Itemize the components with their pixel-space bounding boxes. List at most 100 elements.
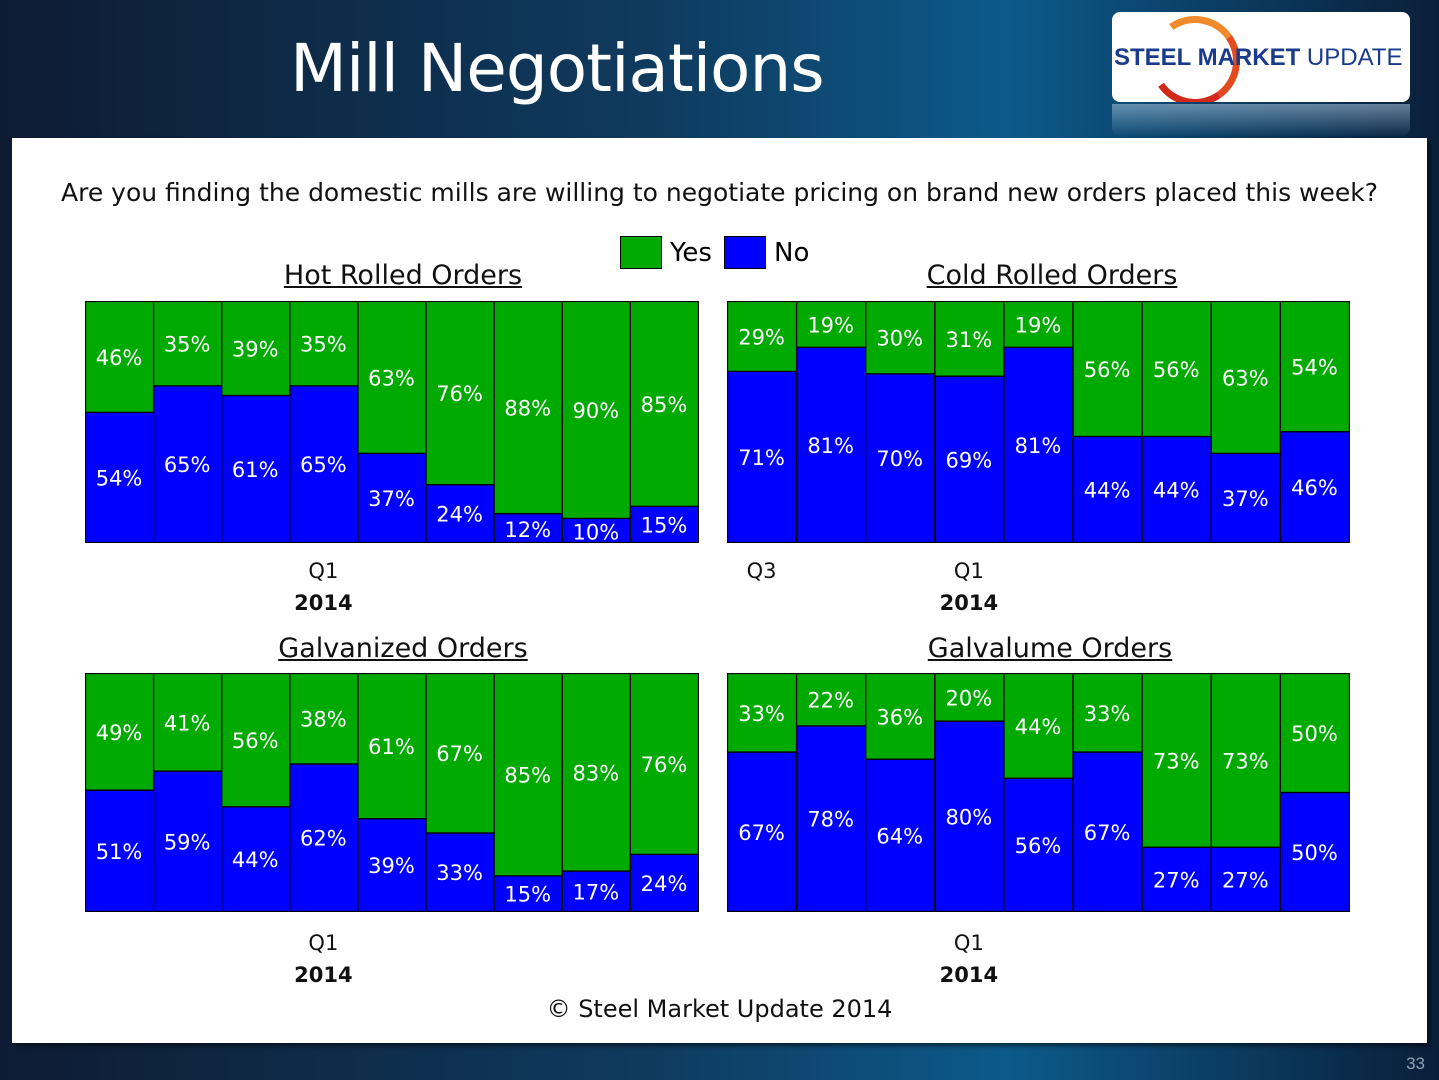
data-label-no-1: 78% [807, 808, 854, 832]
legend-no-swatch [724, 236, 766, 269]
bar-no-7 [561, 517, 632, 543]
data-label-yes-6: 56% [1153, 358, 1200, 382]
data-label-no-5: 44% [1084, 478, 1131, 502]
legend-no-label: No [774, 237, 810, 268]
data-label-yes-2: 56% [232, 729, 279, 753]
data-label-no-4: 37% [368, 487, 415, 511]
category-label: Q1 [308, 559, 339, 583]
data-label-no-2: 70% [876, 447, 923, 471]
bar-no-3 [934, 375, 1005, 543]
data-label-yes-6: 73% [1153, 749, 1200, 773]
data-label-yes-3: 35% [300, 333, 347, 357]
legend-yes: Yes [620, 236, 712, 269]
data-label-yes-1: 35% [164, 333, 211, 357]
galvalume-orders-title: Galvalume Orders [927, 633, 1173, 664]
data-label-yes-7: 73% [1222, 749, 1269, 773]
data-label-no-0: 71% [738, 446, 785, 470]
data-label-no-6: 15% [504, 883, 551, 907]
bar-no-5 [1072, 751, 1143, 912]
data-label-yes-1: 41% [164, 711, 211, 735]
data-label-no-7: 37% [1222, 487, 1269, 511]
bar-yes-0 [85, 673, 155, 791]
bar-no-2 [865, 758, 936, 912]
bar-no-3 [934, 720, 1005, 912]
data-label-yes-8: 76% [641, 753, 688, 777]
data-label-yes-4: 19% [1015, 313, 1062, 337]
data-label-yes-5: 67% [436, 742, 483, 766]
bar-yes-6 [1141, 673, 1212, 848]
bar-no-0 [727, 751, 798, 912]
data-label-no-4: 81% [1015, 434, 1062, 458]
bar-no-8 [1279, 791, 1350, 912]
bar-yes-2 [865, 673, 936, 760]
hot-rolled-orders-chart: 54% 46% 65% 35% 61% 39% 65% 35% 37% 63% 24% 76% 12% 8… [85, 301, 699, 543]
bar-yes-2 [221, 673, 291, 808]
logo-text-light: UPDATE [1306, 44, 1403, 71]
bar-yes-2 [221, 301, 291, 397]
data-label-no-6: 12% [504, 518, 551, 542]
data-label-yes-7: 63% [1222, 366, 1269, 390]
data-label-yes-0: 33% [738, 702, 785, 726]
data-label-no-7: 10% [572, 520, 619, 543]
galvanized-orders-title: Galvanized Orders [278, 633, 528, 664]
copyright: © Steel Market Update 2014 [546, 995, 893, 1023]
data-label-yes-5: 76% [436, 382, 483, 406]
bar-no-1 [152, 770, 223, 912]
data-label-yes-4: 61% [368, 735, 415, 759]
bar-yes-3 [934, 301, 1005, 377]
bar-yes-6 [493, 673, 563, 877]
bar-yes-8 [629, 301, 699, 508]
category-label: Q1 [953, 931, 984, 955]
data-label-yes-0: 49% [96, 721, 143, 745]
data-label-no-8: 24% [641, 872, 688, 896]
data-label-no-5: 67% [1084, 821, 1131, 845]
bar-yes-6 [493, 301, 563, 515]
bar-yes-8 [629, 673, 699, 856]
bar-yes-1 [152, 301, 223, 387]
data-label-yes-2: 30% [876, 327, 923, 351]
bar-no-5 [425, 484, 495, 543]
data-label-yes-5: 56% [1084, 358, 1131, 382]
year-label: 2014 [939, 591, 999, 615]
data-label-no-5: 33% [436, 861, 483, 885]
data-label-yes-8: 54% [1291, 356, 1338, 380]
data-label-no-8: 46% [1291, 476, 1338, 500]
bar-yes-5 [425, 673, 495, 834]
bar-yes-3 [289, 301, 359, 387]
data-label-no-4: 39% [368, 854, 415, 878]
data-label-no-0: 54% [96, 466, 143, 490]
year-label: 2014 [294, 963, 353, 987]
bar-no-0 [85, 411, 155, 543]
steel-market-update-logo: STEEL MARKET UPDATE [1112, 12, 1410, 102]
cold-rolled-orders-title: Cold Rolled Orders [926, 260, 1178, 291]
survey-question: Are you finding the domestic mills are w… [60, 178, 1379, 207]
data-label-no-8: 50% [1291, 841, 1338, 865]
bar-no-6 [1141, 846, 1212, 912]
bar-yes-4 [357, 673, 427, 820]
bar-no-5 [425, 832, 495, 912]
bar-no-7 [1210, 846, 1282, 912]
data-label-no-2: 44% [232, 848, 279, 872]
bar-yes-0 [727, 673, 798, 753]
hot-rolled-orders-title: Hot Rolled Orders [283, 260, 523, 291]
galvanized-orders-chart: 51% 49% 59% 41% 44% 56% 62% 38% 39% 61% 33% 67% 15% 8… [85, 673, 699, 912]
year-label: 2014 [939, 963, 999, 987]
galvalume-orders-chart: 67% 33% 78% 22% 64% 36% 80% 20% 56% 44% 67% 33% 27% 7… [727, 673, 1350, 912]
data-label-no-6: 27% [1153, 868, 1200, 892]
bar-yes-8 [1279, 673, 1350, 794]
bar-no-4 [357, 452, 427, 543]
bar-yes-5 [1072, 301, 1143, 438]
data-label-yes-7: 83% [572, 761, 619, 785]
bar-no-6 [1141, 435, 1212, 543]
data-label-no-2: 64% [876, 824, 923, 848]
data-label-no-4: 56% [1015, 834, 1062, 858]
data-label-yes-8: 85% [641, 393, 688, 417]
data-label-no-1: 59% [164, 830, 211, 854]
bar-no-1 [795, 725, 867, 912]
bar-yes-3 [934, 673, 1005, 722]
data-label-no-3: 80% [946, 805, 993, 829]
data-label-yes-3: 38% [300, 708, 347, 732]
data-label-no-1: 65% [164, 453, 211, 477]
data-label-yes-0: 29% [738, 325, 785, 349]
data-label-yes-4: 63% [368, 366, 415, 390]
